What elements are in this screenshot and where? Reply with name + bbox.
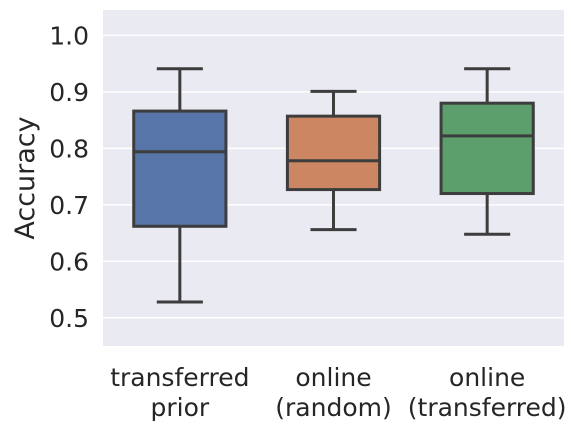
iqr-box xyxy=(439,101,535,196)
x-tick-label: (transferred) xyxy=(408,393,567,422)
iqr-box xyxy=(285,114,382,192)
x-tick-label: transferred xyxy=(110,363,249,392)
boxes xyxy=(132,67,535,304)
y-tick-label: 0.9 xyxy=(49,78,89,107)
y-tick-label: 0.6 xyxy=(49,247,89,276)
y-tick-label: 0.8 xyxy=(49,134,89,163)
y-tick-label: 0.5 xyxy=(49,304,89,333)
x-tick-label: online xyxy=(449,363,525,392)
iqr-box xyxy=(132,109,228,228)
y-tick-label: 1.0 xyxy=(49,21,89,50)
box-1 xyxy=(132,67,228,304)
x-tick-label: online xyxy=(295,363,371,392)
x-tick-label: (random) xyxy=(275,393,391,422)
box-2 xyxy=(285,89,382,232)
box-3 xyxy=(439,67,535,236)
x-tick-labels: transferredprioronline(random)online(tra… xyxy=(110,363,566,422)
y-tick-labels: 0.5 0.6 0.7 0.8 0.9 1.0 xyxy=(49,21,89,332)
x-tick-label: prior xyxy=(150,393,209,422)
y-tick-label: 0.7 xyxy=(49,191,89,220)
y-axis-label: Accuracy xyxy=(10,116,41,239)
